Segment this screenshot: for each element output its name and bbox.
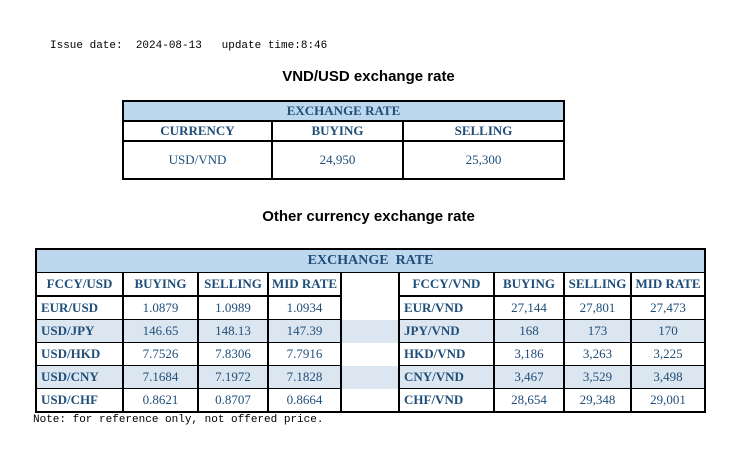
rate-cell: 27,473 [629,295,707,320]
rate-cell: 28,654 [493,388,565,413]
rate-cell: 7.1684 [122,365,199,389]
rate-cell: 1.0989 [197,295,269,320]
currency-column-header: CURRENCY [122,120,273,142]
table-row: USD/CHF 0.8621 0.8707 0.8664 CHF/VND 28,… [35,388,707,413]
rate-cell: 7.1828 [267,365,342,389]
issue-date-line: Issue date: 2024-08-13 update time:8:46 [50,40,328,52]
table-title-cell: EXCHANGE RATE [34,248,707,273]
vnd-usd-rate-table: EXCHANGE RATE CURRENCY BUYING SELLING US… [121,100,566,180]
rate-cell: 0.8707 [197,388,269,413]
pair-cell: USD/JPY [35,319,124,343]
mid-rate-column-header: MID RATE [629,272,707,297]
gap-cell [340,319,400,343]
other-currency-rate-table: EXCHANGE RATE FCCY/USD BUYING SELLING MI… [34,248,707,413]
rate-cell: 3,225 [629,342,707,366]
table-title-cell: EXCHANGE RATE [121,100,566,122]
other-currency-section-title: Other currency exchange rate [262,208,475,225]
pair-cell: CNY/VND [398,365,495,389]
rate-cell: 7.7526 [122,342,199,366]
gap-cell [340,365,400,389]
vnd-usd-section-title: VND/USD exchange rate [282,68,455,85]
rate-cell: 3,186 [493,342,565,366]
rate-cell: 173 [563,319,632,343]
pair-cell: USD/CHF [35,388,124,413]
fccy-usd-column-header: FCCY/USD [35,272,124,297]
rate-cell: 3,529 [563,365,632,389]
selling-column-header: SELLING [401,120,566,142]
pair-cell: EUR/USD [35,295,124,320]
rate-cell: 7.7916 [267,342,342,366]
rate-cell: 0.8664 [267,388,342,413]
buying-column-header: BUYING [271,120,404,142]
pair-cell: CHF/VND [398,388,495,413]
gap-cell [340,342,400,366]
rate-cell: 147.39 [267,319,342,343]
rate-cell: 1.0934 [267,295,342,320]
rate-cell: 27,144 [493,295,565,320]
table-row: USD/JPY 146.65 148.13 147.39 JPY/VND 168… [35,319,707,343]
selling-rate-cell: 25,300 [401,140,566,180]
rate-cell: 29,348 [563,388,632,413]
table-row: USD/HKD 7.7526 7.8306 7.7916 HKD/VND 3,1… [35,342,707,366]
table-title-row: EXCHANGE RATE [121,100,566,122]
buying-rate-cell: 24,950 [271,140,404,180]
rate-cell: 3,498 [629,365,707,389]
table-row: USD/CNY 7.1684 7.1972 7.1828 CNY/VND 3,4… [35,365,707,389]
selling-column-header: SELLING [563,272,632,297]
rate-cell: 7.8306 [197,342,269,366]
rate-cell: 1.0879 [122,295,199,320]
rate-cell: 146.65 [122,319,199,343]
rate-cell: 27,801 [563,295,632,320]
selling-column-header: SELLING [197,272,269,297]
gap-cell [340,388,400,412]
table-title-row: EXCHANGE RATE [34,248,707,273]
fccy-vnd-column-header: FCCY/VND [398,272,495,297]
rate-cell: 3,263 [563,342,632,366]
gap-cell [340,272,400,296]
table-row: EUR/USD 1.0879 1.0989 1.0934 EUR/VND 27,… [35,295,707,320]
table-header-row: FCCY/USD BUYING SELLING MID RATE FCCY/VN… [35,272,707,297]
pair-cell: JPY/VND [398,319,495,343]
pair-cell: USD/VND [122,140,273,180]
gap-cell [340,296,400,320]
rate-cell: 170 [629,319,707,343]
rate-cell: 29,001 [629,388,707,413]
note-line: Note: for reference only, not offered pr… [33,414,324,426]
buying-column-header: BUYING [122,272,199,297]
mid-rate-column-header: MID RATE [267,272,342,297]
rate-cell: 0.8621 [122,388,199,413]
table-row: USD/VND 24,950 25,300 [122,140,566,180]
rate-cell: 148.13 [197,319,269,343]
pair-cell: HKD/VND [398,342,495,366]
pair-cell: USD/CNY [35,365,124,389]
rate-cell: 168 [493,319,565,343]
table-header-row: CURRENCY BUYING SELLING [122,120,566,142]
rate-cell: 3,467 [493,365,565,389]
rate-cell: 7.1972 [197,365,269,389]
pair-cell: USD/HKD [35,342,124,366]
buying-column-header: BUYING [493,272,565,297]
pair-cell: EUR/VND [398,295,495,320]
